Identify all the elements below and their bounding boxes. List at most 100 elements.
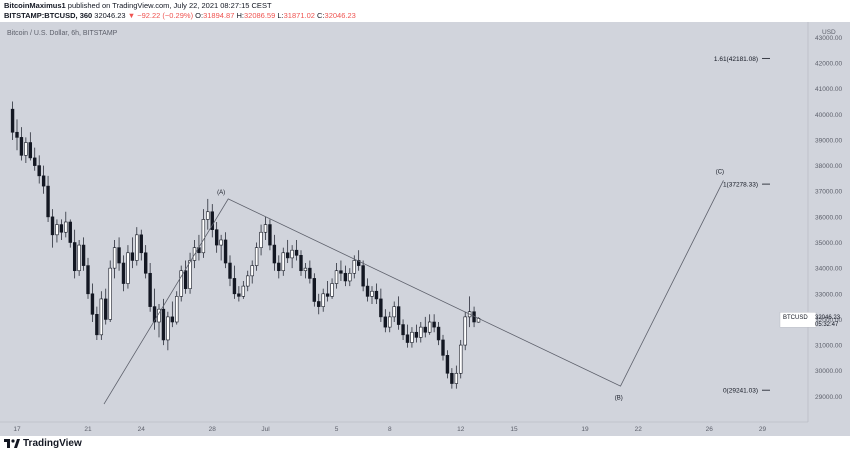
- high-value: 32086.59: [243, 11, 276, 20]
- candle-body: [432, 321, 436, 328]
- y-tick-label: 34000.00: [815, 266, 842, 273]
- candle-body: [241, 285, 246, 297]
- candle-body: [72, 242, 77, 272]
- price-tag-value: 32046.23: [815, 315, 841, 321]
- x-tick-label: 26: [706, 426, 714, 433]
- symbol-label: BITSTAMP:BTCUSD, 360: [4, 11, 93, 20]
- y-tick-label: 38000.00: [815, 163, 842, 170]
- candle-body: [463, 316, 467, 346]
- candle-body: [436, 326, 441, 341]
- candle-body: [28, 142, 33, 159]
- candle-body: [445, 355, 450, 374]
- wave-path: [103, 180, 724, 405]
- low-value: 31871.02: [283, 11, 315, 20]
- candle-body: [268, 224, 272, 246]
- x-tick-label: 17: [13, 426, 21, 433]
- chart-title: Bitcoin / U.S. Dollar, 6h, BITSTAMP: [7, 30, 118, 37]
- candle-body: [290, 249, 294, 259]
- candle-body: [41, 175, 46, 187]
- candle-body: [246, 275, 250, 287]
- candle-body: [201, 219, 206, 254]
- candle-body: [46, 185, 50, 218]
- candle-body: [237, 293, 241, 297]
- open-label: O:: [195, 11, 204, 20]
- candle-body: [450, 372, 454, 384]
- candle-body: [374, 290, 379, 300]
- x-tick-label: 21: [84, 426, 92, 433]
- tradingview-logo[interactable]: TradingView: [4, 438, 82, 449]
- y-tick-label: 39000.00: [815, 137, 842, 144]
- candle-body: [108, 267, 112, 320]
- price-axis-panel[interactable]: [808, 22, 850, 436]
- fib-level-label: 1(37278.33): [723, 182, 758, 189]
- candle-body: [90, 293, 95, 315]
- tradingview-logo-icon: [4, 439, 20, 448]
- candle-body: [388, 316, 392, 328]
- low-label: L:: [277, 11, 284, 20]
- candle-body: [427, 321, 432, 333]
- candle-body: [143, 252, 148, 274]
- candle-body: [454, 372, 459, 384]
- fib-level-label: 0(29241.03): [723, 388, 758, 395]
- price-tag-symbol: BTCUSD: [783, 315, 808, 321]
- y-tick-label: 30000.00: [815, 368, 842, 375]
- candle-body: [308, 267, 312, 279]
- plot-background: [0, 22, 808, 422]
- x-tick-label: 8: [388, 426, 392, 433]
- candle-body: [152, 306, 157, 323]
- wave-label: (C): [716, 169, 724, 175]
- candle-body: [365, 285, 370, 297]
- candle-body: [139, 234, 143, 254]
- author-name[interactable]: BitcoinMaximus1: [4, 1, 66, 10]
- candle-body: [86, 265, 90, 295]
- candle-body: [250, 265, 254, 277]
- y-tick-label: 32000.00: [815, 317, 842, 324]
- candle-body: [441, 339, 445, 356]
- high-label: H:: [236, 11, 244, 20]
- close-label: C:: [317, 11, 325, 20]
- candle-body: [37, 165, 41, 177]
- candle-body: [210, 211, 214, 230]
- candle-body: [361, 265, 365, 287]
- candle-body: [356, 260, 361, 266]
- y-tick-label: 35000.00: [815, 240, 842, 247]
- candle-body: [64, 221, 68, 233]
- candle-body: [50, 216, 55, 236]
- candle-body: [166, 316, 170, 341]
- candle-body: [277, 262, 281, 272]
- wave-label: (B): [615, 395, 623, 401]
- candle-body: [423, 326, 427, 333]
- candle-body: [161, 308, 166, 341]
- y-tick-label: 40000.00: [815, 112, 842, 119]
- last-price: 32046.23: [94, 11, 126, 20]
- candle-body: [170, 316, 175, 323]
- x-tick-label: 12: [457, 426, 465, 433]
- candle-body: [285, 252, 290, 259]
- y-tick-label: 36000.00: [815, 214, 842, 221]
- time-axis-panel[interactable]: [0, 422, 808, 436]
- candle-body: [334, 270, 339, 284]
- currency-label: USD: [822, 29, 836, 36]
- chart-canvas[interactable]: Bitcoin / U.S. Dollar, 6h, BITSTAMP USD …: [0, 22, 850, 436]
- candle-body: [148, 272, 152, 307]
- candle-body: [228, 262, 232, 279]
- candles: [10, 101, 481, 389]
- candle-body: [104, 298, 108, 320]
- x-axis: 17 21 24 28 Jul 5 8 12 15 19 22 26 29: [13, 426, 766, 433]
- candle-body: [68, 221, 72, 243]
- x-tick-label: 22: [635, 426, 643, 433]
- candle-body: [179, 270, 183, 297]
- candle-body: [55, 224, 59, 236]
- candle-body: [175, 296, 179, 323]
- candle-body: [299, 255, 303, 272]
- candle-body: [223, 239, 228, 264]
- candle-body: [263, 224, 268, 233]
- wave-line: [103, 180, 724, 405]
- candle-body: [219, 239, 223, 246]
- candle-body: [232, 278, 237, 295]
- candle-body: [339, 270, 343, 274]
- candle-body: [321, 293, 325, 307]
- x-tick-label: Jul: [261, 426, 270, 433]
- candle-body: [352, 260, 356, 274]
- candle-body: [10, 108, 15, 133]
